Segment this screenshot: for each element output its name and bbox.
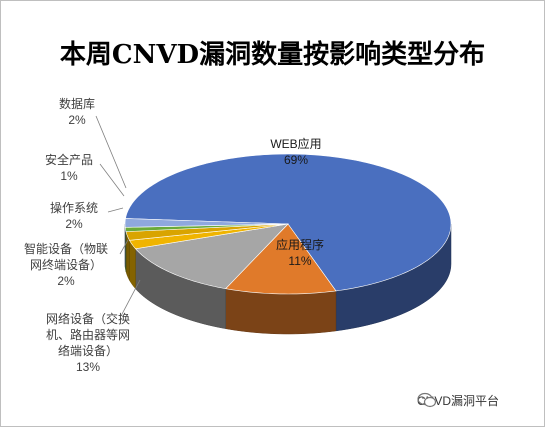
data-label-3-line-1: 网终端设备） <box>30 257 102 272</box>
leader-line-5 <box>99 163 125 197</box>
data-label-2-line-2: 络端设备） <box>58 343 118 358</box>
data-label-3-line-2: 2% <box>57 274 75 288</box>
pie-slice-6 <box>124 218 289 228</box>
pie-slice-1 <box>225 223 337 295</box>
watermark: CNVD漏洞平台 <box>417 392 499 409</box>
data-label-4-line-1: 2% <box>65 217 83 231</box>
chart-title: 本周CNVD漏洞数量按影响类型分布 <box>59 40 486 70</box>
watermark-text: CNVD漏洞平台 <box>417 394 500 408</box>
data-label-6-line-1: 2% <box>68 113 86 127</box>
data-label-1-line-0: 应用程序 <box>276 237 324 252</box>
data-label-0-line-1: 69% <box>284 153 308 167</box>
data-label-3-line-0: 智能设备（物联 <box>24 241 108 256</box>
data-label-0-line-0: WEB应用 <box>270 136 321 151</box>
data-label-5-line-1: 1% <box>60 169 78 183</box>
leader-line-3 <box>119 239 129 255</box>
leader-line-6 <box>95 115 127 189</box>
pie-slice-2 <box>134 223 289 289</box>
data-label-2-line-1: 机、路由器等网 <box>46 327 130 342</box>
wechat-icon <box>417 392 437 408</box>
data-label-5-line-0: 安全产品 <box>45 152 93 167</box>
data-label-1-line-1: 11% <box>288 254 311 268</box>
data-label-2-line-0: 网络设备（交换 <box>46 311 130 326</box>
pie-slice-3 <box>129 223 289 250</box>
leader-line-2 <box>120 279 141 317</box>
data-label-4-line-0: 操作系统 <box>50 200 98 215</box>
data-label-6-line-0: 数据库 <box>59 96 95 111</box>
pie-slice-5 <box>124 223 289 232</box>
leader-line-4 <box>107 207 124 213</box>
pie-slice-4 <box>125 223 289 241</box>
pie-slice-0 <box>125 153 452 292</box>
data-label-2-line-3: 13% <box>76 360 100 374</box>
pie-side-1 <box>225 288 337 335</box>
